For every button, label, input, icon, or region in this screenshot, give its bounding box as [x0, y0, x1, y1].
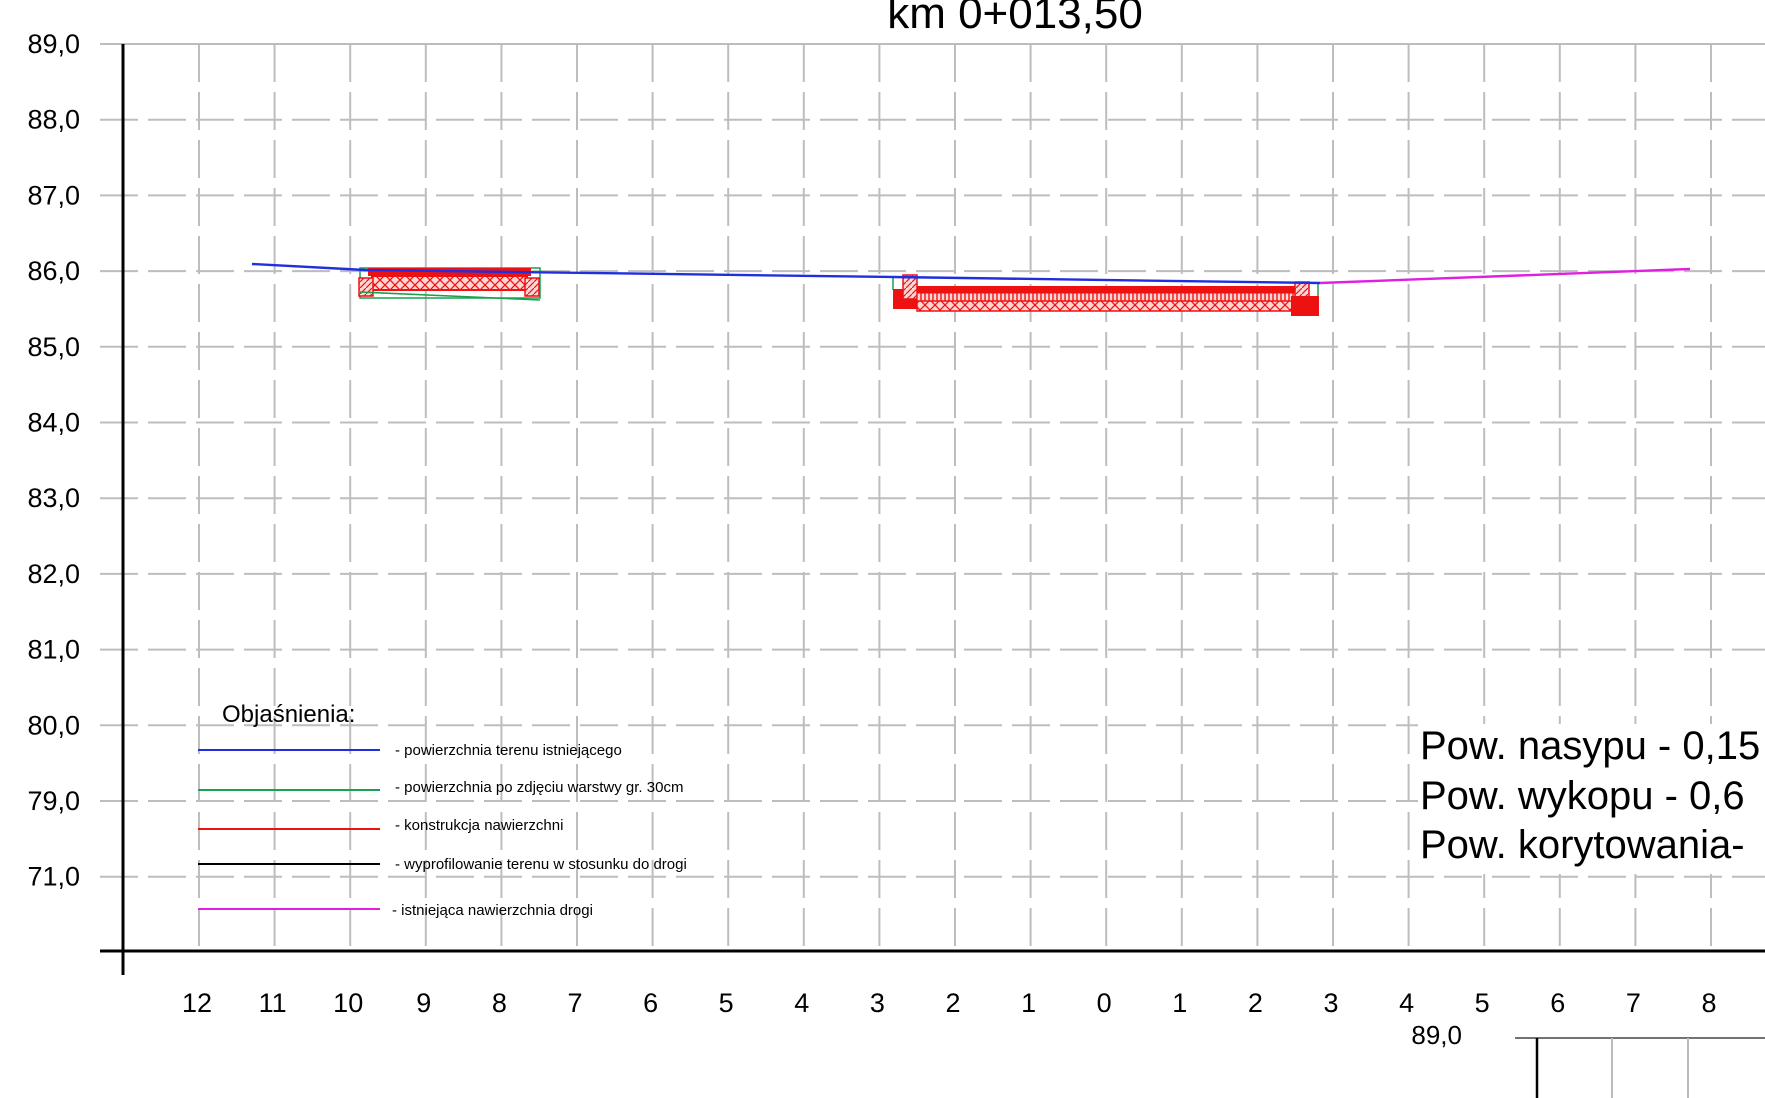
road-curb-left	[902, 274, 918, 300]
x-tick-label: 8	[1701, 988, 1716, 1018]
y-tick-label: 81,0	[27, 635, 80, 665]
existing-terrain-line	[251, 262, 1321, 285]
left-structure-curb-left	[358, 277, 374, 297]
x-tick-label: 12	[182, 988, 212, 1018]
y-tick-label: 86,0	[27, 256, 80, 286]
legend-label-pavement-structure: - konstrukcja nawierzchni	[395, 817, 563, 834]
y-tick-label: 89,0	[27, 29, 80, 59]
y-tick-label: 88,0	[27, 105, 80, 135]
x-tick-label: 10	[333, 988, 363, 1018]
x-tick-label: 3	[1323, 988, 1338, 1018]
x-tick-label: 2	[945, 988, 960, 1018]
x-tick-label: 5	[719, 988, 734, 1018]
subgrade-area-text: Pow. korytowania-	[1420, 823, 1745, 867]
stripped-ground-line	[359, 291, 541, 301]
excavation-area-text: Pow. wykopu - 0,6	[1420, 774, 1745, 818]
existing-road-surface-line	[1319, 267, 1691, 285]
y-tick-label: 71,0	[27, 862, 80, 892]
road-layer-binder	[916, 292, 1298, 302]
y-tick-label: 84,0	[27, 408, 80, 438]
y-tick-label: 83,0	[27, 483, 80, 513]
y-tick-label: 82,0	[27, 559, 80, 589]
legend-title: Objaśnienia:	[222, 701, 355, 728]
x-tick-label: 3	[870, 988, 885, 1018]
x-tick-label: 2	[1248, 988, 1263, 1018]
legend-label-existing-road-surface: - istniejąca nawierzchnia drogi	[392, 902, 593, 919]
x-tick-label: 7	[1626, 988, 1641, 1018]
x-tick-label: 11	[259, 988, 287, 1018]
y-tick-label: 79,0	[27, 786, 80, 816]
left-structure-curb-right	[524, 277, 540, 297]
road-curb-right-foot	[1291, 296, 1319, 316]
x-tick-label: 5	[1475, 988, 1490, 1018]
x-tick-label: 6	[1550, 988, 1565, 1018]
embankment-area-text: Pow. nasypu - 0,15	[1420, 724, 1760, 768]
x-tick-label: 4	[1399, 988, 1414, 1018]
next-section-y-label: 89,0	[1411, 1020, 1462, 1050]
x-tick-label: 1	[1172, 988, 1187, 1018]
road-layer-base	[916, 300, 1298, 312]
y-tick-label: 87,0	[27, 180, 80, 210]
area-values: Pow. nasypu - 0,15 Pow. wykopu - 0,6 Pow…	[1418, 724, 1765, 874]
x-tick-label: 4	[794, 988, 809, 1018]
x-tick-label: 0	[1097, 988, 1112, 1018]
x-tick-label: 8	[492, 988, 507, 1018]
y-tick-label: 80,0	[27, 710, 80, 740]
legend-label-terrain-profiling: - wyprofilowanie terenu w stosunku do dr…	[395, 856, 687, 873]
left-structure-layer-main	[371, 275, 528, 291]
y-tick-label: 85,0	[27, 332, 80, 362]
grid: 89,0 88,0 87,0 86,0 85,0 84,0 83,0 82,0 81,0 80,0…	[27, 29, 1765, 1018]
legend-label-stripped-ground: - powierzchnia po zdjęciu warstwy gr. 30…	[395, 779, 683, 796]
x-tick-label: 1	[1021, 988, 1036, 1018]
legend-label-existing-terrain: - powierzchnia terenu istniejącego	[395, 742, 622, 759]
road-structure	[892, 274, 1319, 316]
next-section-fragment: 89,0	[1411, 1020, 1765, 1098]
x-tick-label: 6	[643, 988, 658, 1018]
legend: Objaśnienia: - powierzchnia terenu istni…	[198, 701, 687, 919]
x-tick-label: 7	[567, 988, 582, 1018]
road-layer-wearing	[917, 286, 1297, 293]
section-title: km 0+013,50	[887, 0, 1143, 38]
x-tick-label: 9	[416, 988, 431, 1018]
